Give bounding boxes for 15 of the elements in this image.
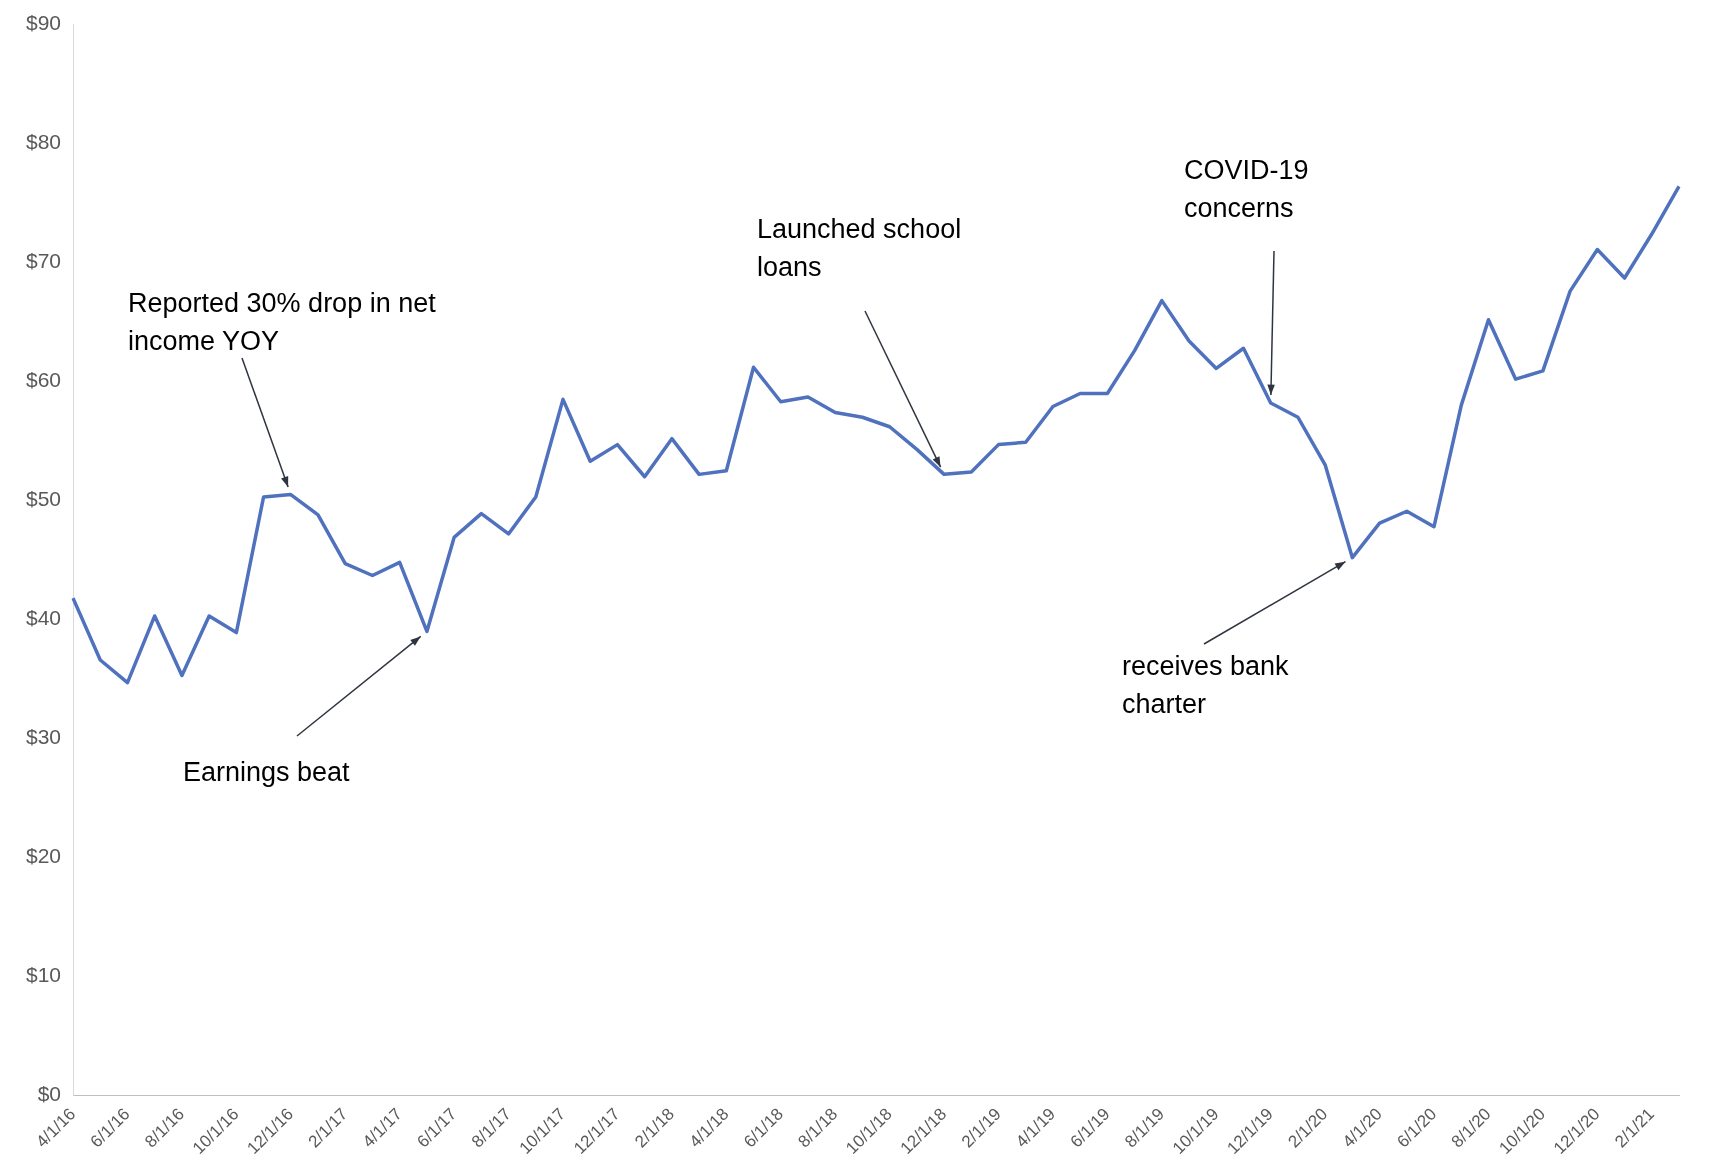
y-tick-label: $90 bbox=[25, 11, 62, 35]
y-tick-label: $10 bbox=[25, 963, 62, 987]
annotation: Earnings beat bbox=[183, 756, 351, 787]
y-tick-label: $30 bbox=[25, 725, 62, 749]
y-tick-label: $20 bbox=[25, 844, 62, 868]
y-tick-label: $60 bbox=[25, 368, 62, 392]
annotation: COVID-19 concerns bbox=[1184, 154, 1309, 223]
y-tick-label: $0 bbox=[37, 1082, 62, 1106]
y-tick-label: $80 bbox=[25, 130, 62, 154]
annotation: Launched school loans bbox=[757, 213, 962, 282]
y-tick-label: $70 bbox=[25, 249, 62, 273]
annotation: Reported 30% drop in net income YOY bbox=[128, 287, 437, 356]
annotation: receives bank charter bbox=[1122, 650, 1290, 719]
y-tick-label: $50 bbox=[25, 487, 62, 511]
y-tick-label: $40 bbox=[25, 606, 62, 630]
